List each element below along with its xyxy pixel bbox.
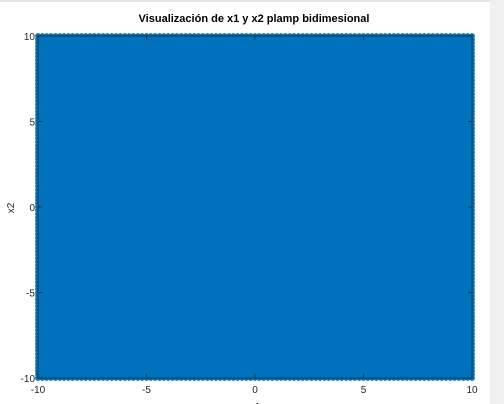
chart-title: Visualización de x1 y x2 plamp bidimesio… [139,13,370,25]
plot-area [35,33,475,381]
figure-right-border [490,0,504,404]
figure-top-border [0,0,504,2]
scatter-points [35,33,475,381]
